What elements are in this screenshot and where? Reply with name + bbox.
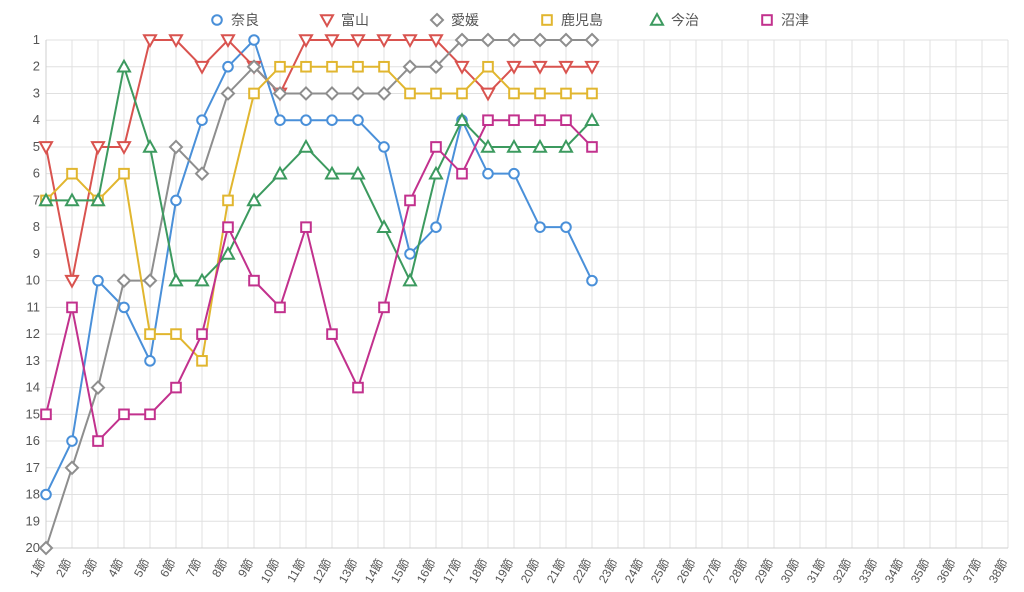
legend-label: 今治 (671, 12, 699, 28)
y-tick-label: 19 (26, 513, 40, 528)
x-tick-label: 9節 (234, 556, 256, 580)
y-tick-label: 11 (27, 299, 41, 314)
y-tick-label: 16 (26, 433, 40, 448)
x-tick-label: 31節 (803, 556, 829, 585)
x-tick-label: 18節 (465, 556, 491, 585)
legend: 奈良 富山 愛媛 鹿児島 今治 沼津 (212, 12, 809, 28)
legend-label: 愛媛 (451, 12, 479, 28)
y-tick-label: 20 (26, 540, 40, 555)
x-tick-label: 14節 (361, 556, 387, 585)
x-tick-label: 27節 (699, 556, 725, 585)
series-鹿児島 (41, 62, 597, 366)
x-tick-label: 26節 (673, 556, 699, 585)
x-tick-label: 23節 (595, 556, 621, 585)
x-tick-label: 1節 (26, 556, 48, 580)
x-tick-label: 34節 (881, 556, 907, 585)
x-tick-label: 16節 (413, 556, 439, 585)
y-tick-label: 4 (33, 112, 40, 127)
y-tick-label: 1 (33, 32, 40, 47)
x-tick-label: 19節 (491, 556, 517, 585)
x-tick-label: 21節 (543, 556, 569, 585)
x-tick-label: 35節 (907, 556, 933, 585)
y-tick-label: 8 (33, 219, 40, 234)
y-tick-label: 15 (26, 406, 40, 421)
y-tick-label: 2 (33, 59, 40, 74)
x-tick-label: 22節 (569, 556, 595, 585)
x-tick-label: 20節 (517, 556, 543, 585)
x-tick-label: 5節 (130, 556, 152, 580)
x-tick-label: 6節 (156, 556, 178, 580)
x-tick-label: 10節 (257, 556, 283, 585)
legend-label: 富山 (341, 12, 369, 28)
legend-label: 鹿児島 (561, 12, 603, 28)
legend-label: 沼津 (781, 12, 809, 28)
x-tick-label: 32節 (829, 556, 855, 585)
y-tick-label: 18 (26, 487, 40, 502)
x-tick-label: 11節 (283, 556, 308, 585)
x-tick-label: 38節 (985, 556, 1011, 585)
y-tick-label: 13 (26, 353, 40, 368)
x-tick-label: 24節 (621, 556, 647, 585)
x-tick-label: 3節 (78, 556, 100, 580)
series-奈良 (41, 35, 597, 499)
y-tick-label: 14 (26, 380, 40, 395)
x-tick-label: 30節 (777, 556, 803, 585)
y-tick-label: 9 (33, 246, 40, 261)
x-tick-label: 2節 (52, 556, 74, 580)
x-tick-label: 4節 (104, 556, 126, 580)
y-tick-label: 12 (26, 326, 40, 341)
x-tick-label: 29節 (751, 556, 777, 585)
ranking-line-chart: 12345678910111213141516171819201節2節3節4節5… (0, 0, 1024, 592)
x-tick-label: 12節 (309, 556, 335, 585)
y-tick-label: 3 (33, 85, 40, 100)
x-tick-label: 37節 (959, 556, 985, 585)
y-tick-label: 10 (26, 273, 40, 288)
x-tick-label: 15節 (387, 556, 413, 585)
x-tick-label: 13節 (335, 556, 361, 585)
x-tick-label: 28節 (725, 556, 751, 585)
chart-container: 12345678910111213141516171819201節2節3節4節5… (0, 0, 1024, 592)
x-tick-label: 17節 (439, 556, 465, 585)
legend-label: 奈良 (231, 12, 259, 28)
y-tick-label: 17 (26, 460, 40, 475)
x-tick-label: 33節 (855, 556, 881, 585)
x-tick-label: 8節 (208, 556, 230, 580)
x-tick-label: 36節 (933, 556, 959, 585)
x-tick-label: 7節 (182, 556, 204, 580)
y-tick-label: 6 (33, 166, 40, 181)
x-tick-label: 25節 (647, 556, 673, 585)
